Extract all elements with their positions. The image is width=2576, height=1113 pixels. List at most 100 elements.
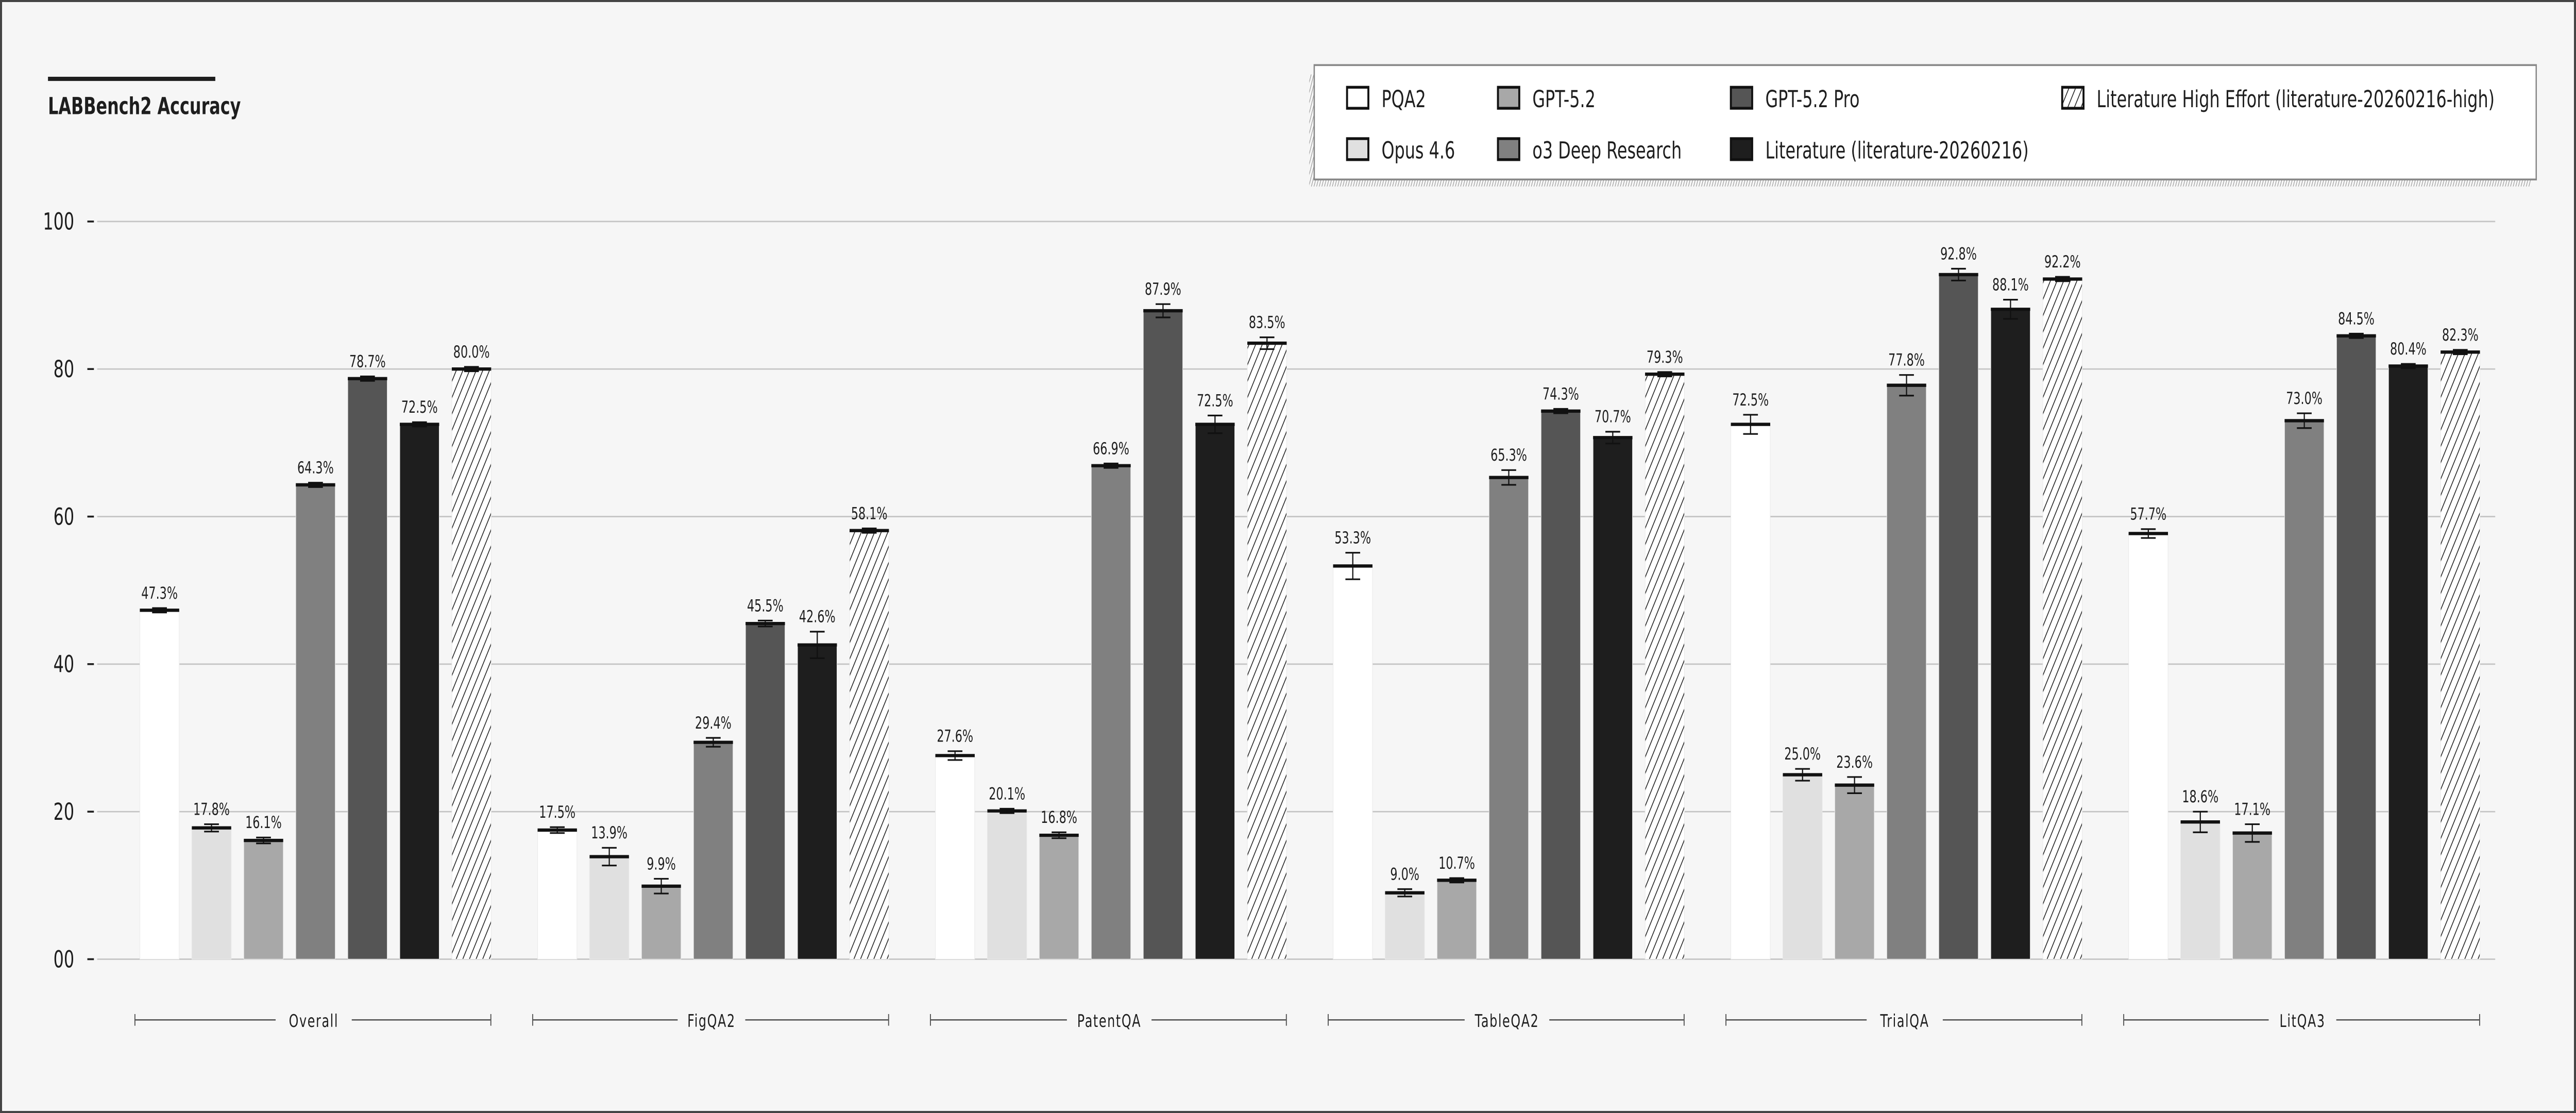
legend-label: GPT-5.2 Pro	[1765, 86, 1859, 113]
value-label: 20.1%	[989, 785, 1025, 804]
value-label: 80.0%	[453, 343, 490, 362]
value-label: 77.8%	[1888, 351, 1925, 370]
legend: PQA2 Opus 4.6 GPT-5.2 o3 Deep Research GPT-5…	[1309, 64, 2537, 187]
category-label: LitQA3	[2280, 1011, 2326, 1031]
bar	[1247, 343, 1287, 960]
value-label: 47.3%	[141, 584, 178, 603]
bar	[2180, 821, 2221, 960]
value-label: 87.9%	[1145, 280, 1181, 299]
category-label: FigQA2	[687, 1011, 736, 1031]
value-label: 79.3%	[1647, 348, 1683, 367]
value-label: 72.5%	[401, 398, 438, 417]
value-label: 18.6%	[2182, 788, 2218, 806]
legend-swatch	[1346, 137, 1369, 161]
value-label: 66.9%	[1093, 440, 1129, 459]
value-label: 74.3%	[1543, 385, 1579, 404]
bar	[1990, 309, 2031, 960]
legend-label: o3 Deep Research	[1532, 138, 1682, 164]
value-label: 17.1%	[2234, 801, 2270, 819]
category-label: Overall	[289, 1011, 338, 1031]
legend-label: GPT-5.2	[1532, 86, 1595, 113]
value-label: 88.1%	[1992, 276, 2029, 295]
label-bg	[2268, 1008, 2336, 1032]
value-label: 29.4%	[695, 714, 732, 733]
bar	[641, 886, 682, 960]
bar	[1938, 274, 1979, 960]
value-label: 73.0%	[2286, 390, 2323, 408]
bar	[1731, 424, 1771, 960]
value-label: 58.1%	[851, 505, 888, 524]
value-label: 25.0%	[1784, 745, 1821, 764]
value-label: 82.3%	[2442, 326, 2479, 345]
bar	[2042, 278, 2083, 960]
value-label: 92.8%	[1940, 245, 1977, 264]
value-label: 16.1%	[245, 814, 282, 832]
value-label: 16.8%	[1041, 808, 1077, 827]
title-rule	[48, 76, 215, 81]
bar	[745, 623, 786, 960]
bar	[2232, 833, 2273, 960]
category-label: TrialQA	[1880, 1011, 1929, 1031]
value-label: 17.8%	[193, 801, 230, 819]
bar	[1195, 424, 1235, 960]
value-label: 23.6%	[1836, 753, 1873, 772]
bar	[139, 610, 180, 960]
bar	[191, 828, 232, 960]
value-label: 84.5%	[2338, 310, 2375, 329]
y-tick-label: 60	[54, 504, 75, 531]
value-label: 27.6%	[937, 728, 973, 746]
bar	[347, 378, 388, 960]
bar	[1143, 310, 1183, 960]
legend-swatch	[1346, 86, 1369, 110]
bar	[399, 424, 439, 960]
bar	[1540, 411, 1581, 960]
value-label: 72.5%	[1197, 392, 1233, 411]
chart-title: LABBench2 Accuracy	[48, 93, 241, 120]
legend-label: PQA2	[1381, 86, 1426, 113]
legend-swatch	[1730, 86, 1753, 110]
bar	[1039, 835, 1079, 960]
bar	[693, 741, 734, 960]
bar	[1783, 774, 1823, 960]
value-label: 17.5%	[539, 803, 575, 822]
category-label: PatentQA	[1077, 1011, 1141, 1031]
label-bg	[276, 1008, 352, 1032]
legend-swatch	[1497, 86, 1520, 110]
legend-label: Literature (literature-20260216)	[1765, 138, 2028, 164]
bar	[1886, 385, 1927, 960]
bar	[295, 484, 336, 960]
label-bg	[1464, 1008, 1550, 1032]
legend-label: Opus 4.6	[1381, 138, 1455, 164]
bar	[1592, 437, 1633, 960]
value-label: 9.0%	[1390, 866, 1419, 884]
bar	[797, 644, 837, 960]
value-label: 65.3%	[1490, 446, 1527, 465]
value-label: 9.9%	[647, 855, 676, 874]
legend-swatch	[2061, 86, 2084, 110]
bar	[2284, 420, 2325, 960]
bar	[1436, 880, 1477, 960]
value-label: 45.5%	[747, 597, 784, 615]
bar	[1091, 465, 1131, 960]
bar	[935, 755, 975, 960]
bar	[451, 368, 492, 960]
label-bg	[677, 1008, 745, 1032]
legend-label: Literature High Effort (literature-20260…	[2097, 86, 2495, 113]
bar	[589, 856, 630, 960]
value-label: 72.5%	[1732, 391, 1769, 410]
bar	[537, 830, 578, 960]
value-label: 13.9%	[591, 824, 628, 842]
y-tick-label: 00	[54, 947, 75, 973]
bar	[2388, 365, 2429, 960]
x-axis: Overall FigQA2 PatentQA TableQA2 TrialQA LitQ…	[134, 1008, 2480, 1032]
bar	[1488, 477, 1529, 960]
bar	[1333, 565, 1373, 960]
value-label: 78.7%	[349, 353, 386, 372]
bar	[1645, 374, 1685, 960]
y-tick-label: 20	[54, 799, 75, 826]
value-label: 64.3%	[297, 459, 334, 478]
category-label: TableQA2	[1475, 1011, 1539, 1031]
value-label: 10.7%	[1438, 854, 1475, 873]
y-tick-label: 40	[54, 651, 75, 678]
